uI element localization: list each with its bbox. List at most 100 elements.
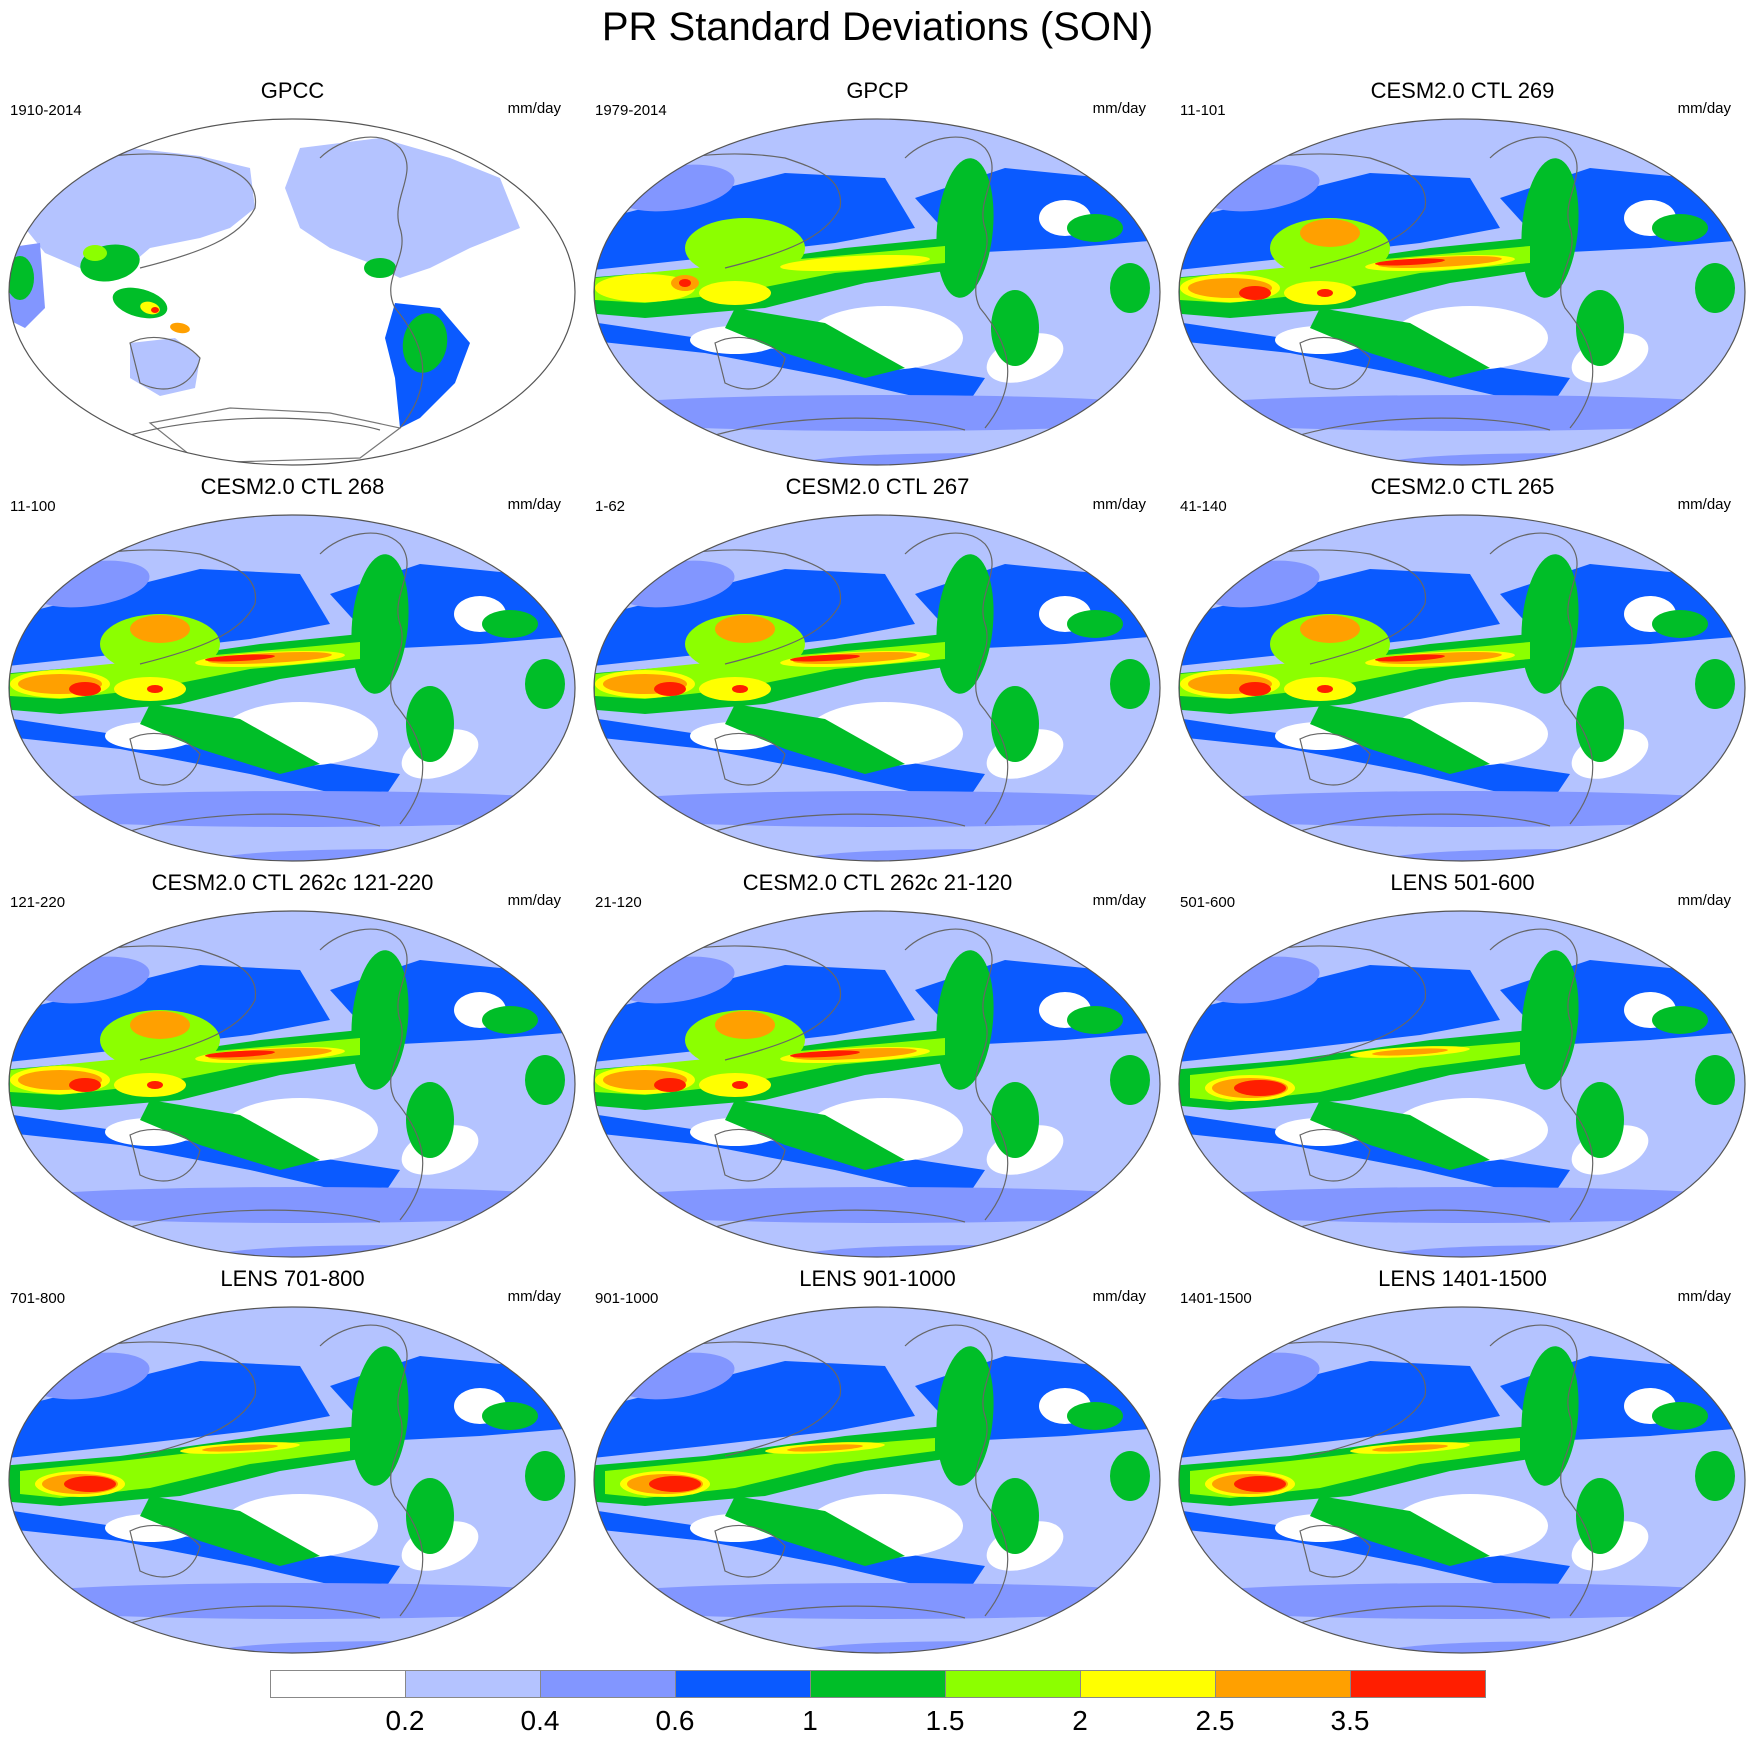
spcz-band: [140, 704, 320, 774]
contour-region: [991, 686, 1039, 762]
coastline-americas: [904, 532, 1009, 825]
contour-region: [1179, 791, 1745, 827]
storm-track-south: [1179, 318, 1570, 408]
storm-track-north: [1179, 965, 1500, 1065]
contour-region: [1179, 1187, 1745, 1223]
contour-region: [936, 158, 994, 298]
panel-units: mm/day: [1092, 1288, 1146, 1305]
panel-title: CESM2.0 CTL 268: [200, 474, 385, 499]
contour-region: [790, 654, 860, 662]
contour-region: [351, 950, 409, 1090]
contour-region: [685, 218, 805, 278]
coastline-australia: [714, 1129, 786, 1182]
contour-region: [1695, 263, 1735, 313]
contour-region: [595, 274, 695, 302]
panel-units: mm/day: [1677, 892, 1731, 909]
storm-track-south: [1179, 1110, 1570, 1200]
contour-region: [1300, 615, 1360, 643]
contour-region: [69, 1078, 101, 1092]
contour-region: [525, 1055, 565, 1105]
panel-period: 1979-2014: [595, 102, 667, 119]
contour-region: [351, 554, 409, 694]
contour-region: [220, 1641, 575, 1653]
contour-region: [1521, 158, 1579, 298]
coastline-americas: [319, 928, 424, 1221]
coastline-americas: [904, 1324, 1009, 1617]
contour-region: [1234, 1080, 1286, 1096]
coastline-antarctica: [119, 1605, 381, 1627]
colorbar-tick-label: 3.5: [1330, 1705, 1370, 1736]
map-panel: CESM2.0 CTL 269 11-101 mm/day: [1170, 78, 1755, 474]
coastline-antarctica: [1289, 417, 1551, 439]
contour-region: [1234, 1476, 1286, 1492]
coastline-americas: [1489, 532, 1594, 825]
contour-region: [147, 685, 163, 693]
contour-region: [170, 322, 190, 334]
colorbar-tick-label: 0.4: [520, 1705, 560, 1736]
contour-region: [1372, 1048, 1448, 1056]
colorbar-tick-label: 0.2: [385, 1705, 425, 1736]
panel-title: LENS 501-600: [1390, 870, 1535, 895]
contour-region: [9, 1187, 575, 1223]
map-border: [593, 514, 1161, 862]
map-border: [8, 514, 576, 862]
contour-region: [1110, 659, 1150, 709]
map-svg: [8, 1306, 576, 1654]
contour-region: [805, 1641, 1160, 1653]
panel-period: 121-220: [10, 894, 66, 911]
contour-region: [220, 849, 575, 861]
contour-region: [787, 1444, 863, 1452]
map-panel: LENS 1401-1500 1401-1500 mm/day: [1170, 1266, 1755, 1662]
contour-region: [1375, 654, 1445, 662]
colorbar-tick-label: 2.5: [1195, 1705, 1235, 1736]
colorbar-tick-label: 0.6: [655, 1705, 695, 1736]
coastline-antarctica: [119, 813, 381, 835]
map-border: [1178, 514, 1746, 862]
contour-region: [699, 281, 771, 305]
map-svg: [1178, 1306, 1746, 1654]
panel-period: 701-800: [10, 1290, 66, 1307]
storm-track-north: [594, 1361, 915, 1461]
coastlines: [29, 928, 424, 1231]
storm-track-south: [1179, 1506, 1570, 1596]
storm-track-north: [9, 1361, 330, 1461]
storm-track-south: [9, 1506, 400, 1596]
contour-region: [147, 1081, 163, 1089]
coastline-australia: [714, 733, 786, 786]
contour-region: [351, 1346, 409, 1486]
contour-region: [1521, 554, 1579, 694]
storm-track-south: [594, 318, 985, 408]
spcz-band: [1310, 1496, 1490, 1566]
contour-region: [1110, 1451, 1150, 1501]
coastline-australia: [129, 1129, 201, 1182]
contour-region: [715, 1011, 775, 1039]
contour-region: [1695, 659, 1735, 709]
contour-region: [1652, 214, 1708, 242]
panel-title: LENS 1401-1500: [1378, 1266, 1547, 1291]
contour-region: [715, 615, 775, 643]
panel-units: mm/day: [1092, 892, 1146, 909]
contour-region: [654, 1078, 686, 1092]
contour-region: [1067, 214, 1123, 242]
panel-period: 1910-2014: [10, 102, 82, 119]
map-border: [1178, 118, 1746, 466]
map-panel: CESM2.0 CTL 262c 121-220 121-220 mm/day: [0, 870, 585, 1266]
contour-region: [1652, 1006, 1708, 1034]
map-panel: LENS 501-600 501-600 mm/day: [1170, 870, 1755, 1266]
contour-region: [1110, 1055, 1150, 1105]
contour-region: [1239, 682, 1271, 696]
panel-title: CESM2.0 CTL 265: [1370, 474, 1555, 499]
contour-region: [1067, 610, 1123, 638]
map-border: [8, 1306, 576, 1654]
contour-region: [790, 1050, 860, 1058]
contour-region: [1390, 1245, 1745, 1257]
coastline-antarctica: [1289, 813, 1551, 835]
spcz-band: [1310, 1100, 1490, 1170]
contour-region: [594, 791, 1160, 827]
coastline-australia: [1299, 337, 1371, 390]
contour-region: [205, 654, 275, 662]
contour-region: [9, 256, 34, 300]
contour-region: [649, 1476, 701, 1492]
panel-units: mm/day: [507, 100, 561, 117]
panel-period: 1-62: [595, 498, 626, 515]
